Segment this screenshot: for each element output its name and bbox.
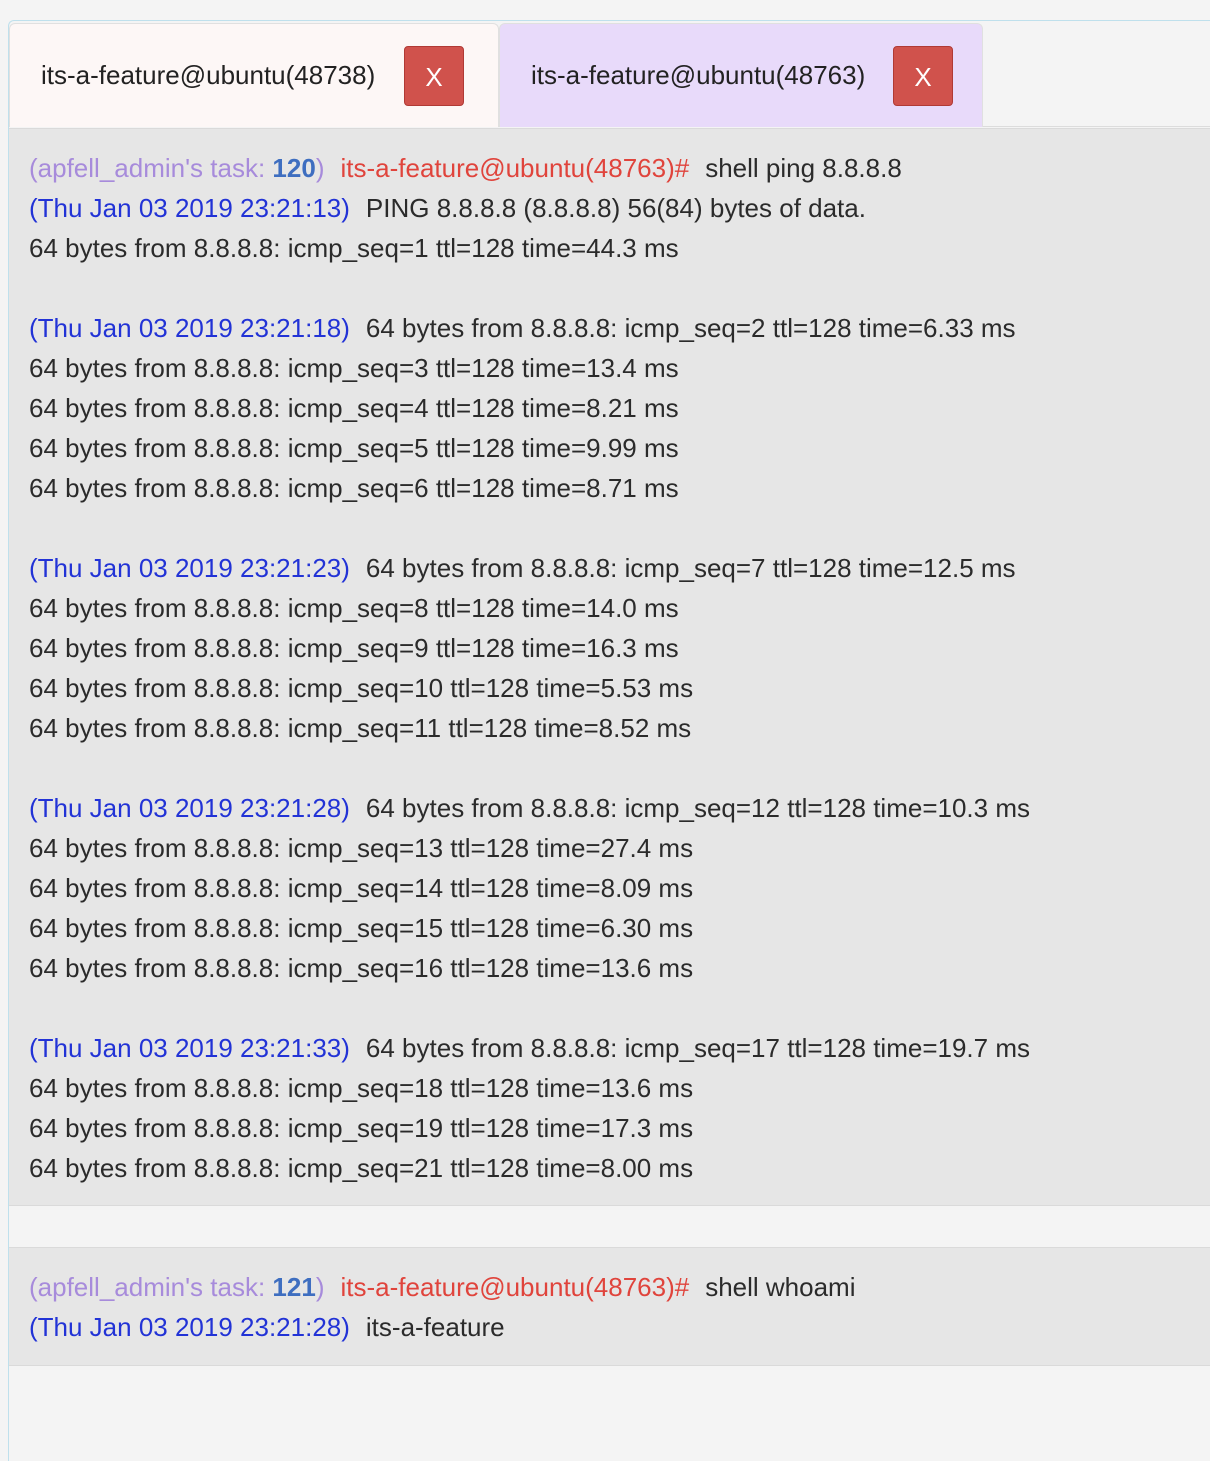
task-label-end: ) [315, 153, 325, 183]
output-text: 64 bytes from 8.8.8.8: icmp_seq=5 ttl=12… [29, 433, 679, 463]
response-timestamp: (Thu Jan 03 2019 23:21:28) [29, 1312, 350, 1342]
task-header: (apfell_admin's task: 121) its-a-feature@… [29, 1267, 856, 1307]
output-text: 64 bytes from 8.8.8.8: icmp_seq=10 ttl=1… [29, 673, 694, 703]
response-timestamp: (Thu Jan 03 2019 23:21:18) [29, 313, 350, 343]
output-line [29, 748, 1030, 788]
task-output-box: (apfell_admin's task: 120) its-a-feature@… [9, 128, 1210, 1206]
output-line: 64 bytes from 8.8.8.8: icmp_seq=5 ttl=12… [29, 428, 1030, 468]
output-text: 64 bytes from 8.8.8.8: icmp_seq=3 ttl=12… [29, 353, 679, 383]
response-text: 64 bytes from 8.8.8.8: icmp_seq=17 ttl=1… [365, 1033, 1030, 1063]
tab-label[interactable]: its-a-feature@ubuntu(48738) [41, 60, 376, 90]
response-line: (Thu Jan 03 2019 23:21:28) 64 bytes from … [29, 788, 1030, 828]
output-text: 64 bytes from 8.8.8.8: icmp_seq=21 ttl=1… [29, 1153, 694, 1183]
output-line: 64 bytes from 8.8.8.8: icmp_seq=14 ttl=1… [29, 868, 1030, 908]
close-tab-button[interactable]: X [404, 46, 464, 106]
output-text: 64 bytes from 8.8.8.8: icmp_seq=11 ttl=1… [29, 713, 692, 743]
response-text: PING 8.8.8.8 (8.8.8.8) 56(84) bytes of d… [365, 193, 866, 223]
response-timestamp: (Thu Jan 03 2019 23:21:13) [29, 193, 350, 223]
tab-label[interactable]: its-a-feature@ubuntu(48763) [531, 60, 866, 90]
task-label: (apfell_admin's task: [29, 153, 273, 183]
task-id: 120 [272, 153, 316, 183]
output-line: 64 bytes from 8.8.8.8: icmp_seq=11 ttl=1… [29, 708, 1030, 748]
command-text: shell ping 8.8.8.8 [705, 153, 902, 183]
task-header: (apfell_admin's task: 120) its-a-feature@… [29, 148, 1030, 188]
response-text: 64 bytes from 8.8.8.8: icmp_seq=7 ttl=12… [365, 553, 1016, 583]
output-line: 64 bytes from 8.8.8.8: icmp_seq=21 ttl=1… [29, 1148, 1030, 1188]
output-text: 64 bytes from 8.8.8.8: icmp_seq=9 ttl=12… [29, 633, 679, 663]
output-text: 64 bytes from 8.8.8.8: icmp_seq=19 ttl=1… [29, 1113, 694, 1143]
task-id: 121 [272, 1272, 316, 1302]
output-line: 64 bytes from 8.8.8.8: icmp_seq=10 ttl=1… [29, 668, 1030, 708]
output-text: 64 bytes from 8.8.8.8: icmp_seq=18 ttl=1… [29, 1073, 694, 1103]
response-text: 64 bytes from 8.8.8.8: icmp_seq=2 ttl=12… [365, 313, 1016, 343]
output-text: 64 bytes from 8.8.8.8: icmp_seq=15 ttl=1… [29, 913, 694, 943]
response-timestamp: (Thu Jan 03 2019 23:21:33) [29, 1033, 350, 1063]
output-line [29, 988, 1030, 1028]
output-line [29, 268, 1030, 308]
task-output: (apfell_admin's task: 121) its-a-feature@… [29, 1267, 856, 1347]
output-line: 64 bytes from 8.8.8.8: icmp_seq=15 ttl=1… [29, 908, 1030, 948]
response-line: (Thu Jan 03 2019 23:21:33) 64 bytes from … [29, 1028, 1030, 1068]
output-text: 64 bytes from 8.8.8.8: icmp_seq=4 ttl=12… [29, 393, 679, 423]
response-text: its-a-feature [365, 1312, 505, 1342]
task-label: (apfell_admin's task: [29, 1272, 273, 1302]
response-line: (Thu Jan 03 2019 23:21:13) PING 8.8.8.8 (… [29, 188, 1030, 228]
response-line: (Thu Jan 03 2019 23:21:28) its-a-feature [29, 1307, 856, 1347]
callback-tabs: its-a-feature@ubuntu(48738) X its-a-feat… [9, 21, 1210, 127]
output-line: 64 bytes from 8.8.8.8: icmp_seq=6 ttl=12… [29, 468, 1030, 508]
response-timestamp: (Thu Jan 03 2019 23:21:28) [29, 793, 350, 823]
response-line: (Thu Jan 03 2019 23:21:23) 64 bytes from … [29, 548, 1030, 588]
output-line: 64 bytes from 8.8.8.8: icmp_seq=1 ttl=12… [29, 228, 1030, 268]
output-text: 64 bytes from 8.8.8.8: icmp_seq=8 ttl=12… [29, 593, 679, 623]
output-line: 64 bytes from 8.8.8.8: icmp_seq=4 ttl=12… [29, 388, 1030, 428]
command-text: shell whoami [705, 1272, 856, 1302]
output-text: 64 bytes from 8.8.8.8: icmp_seq=16 ttl=1… [29, 953, 694, 983]
response-line: (Thu Jan 03 2019 23:21:18) 64 bytes from … [29, 308, 1030, 348]
response-text: 64 bytes from 8.8.8.8: icmp_seq=12 ttl=1… [365, 793, 1030, 823]
output-line: 64 bytes from 8.8.8.8: icmp_seq=16 ttl=1… [29, 948, 1030, 988]
task-output-box: (apfell_admin's task: 121) its-a-feature@… [9, 1247, 1210, 1366]
host-prompt: its-a-feature@ubuntu(48763)# [340, 1272, 690, 1302]
task-output: (apfell_admin's task: 120) its-a-feature@… [29, 148, 1030, 1188]
output-line: 64 bytes from 8.8.8.8: icmp_seq=18 ttl=1… [29, 1068, 1030, 1108]
host-prompt: its-a-feature@ubuntu(48763)# [340, 153, 690, 183]
output-text: 64 bytes from 8.8.8.8: icmp_seq=1 ttl=12… [29, 233, 679, 263]
output-line: 64 bytes from 8.8.8.8: icmp_seq=3 ttl=12… [29, 348, 1030, 388]
output-line: 64 bytes from 8.8.8.8: icmp_seq=9 ttl=12… [29, 628, 1030, 668]
tab-callback-48763[interactable]: its-a-feature@ubuntu(48763) X [499, 23, 983, 127]
output-text: 64 bytes from 8.8.8.8: icmp_seq=13 ttl=1… [29, 833, 694, 863]
close-tab-button[interactable]: X [893, 46, 953, 106]
callback-panel: its-a-feature@ubuntu(48738) X its-a-feat… [8, 20, 1210, 1461]
tab-callback-48738[interactable]: its-a-feature@ubuntu(48738) X [9, 23, 499, 127]
output-line: 64 bytes from 8.8.8.8: icmp_seq=13 ttl=1… [29, 828, 1030, 868]
output-line [29, 508, 1030, 548]
output-line: 64 bytes from 8.8.8.8: icmp_seq=8 ttl=12… [29, 588, 1030, 628]
output-line: 64 bytes from 8.8.8.8: icmp_seq=19 ttl=1… [29, 1108, 1030, 1148]
output-text: 64 bytes from 8.8.8.8: icmp_seq=6 ttl=12… [29, 473, 679, 503]
task-label-end: ) [315, 1272, 325, 1302]
output-text: 64 bytes from 8.8.8.8: icmp_seq=14 ttl=1… [29, 873, 694, 903]
response-timestamp: (Thu Jan 03 2019 23:21:23) [29, 553, 350, 583]
